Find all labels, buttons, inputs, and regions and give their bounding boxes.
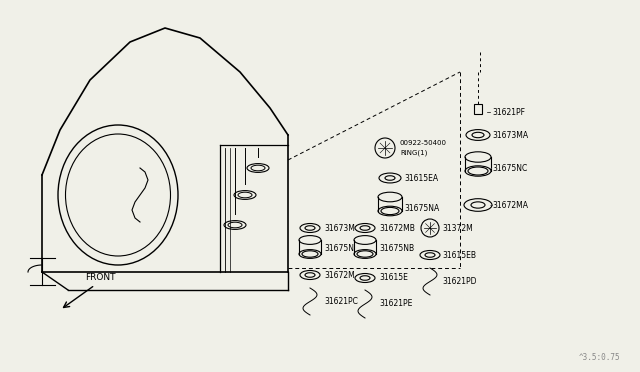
Text: 31673M: 31673M bbox=[324, 224, 355, 232]
Text: 31675NA: 31675NA bbox=[404, 203, 439, 212]
Bar bbox=[474, 104, 482, 114]
Text: 31621PD: 31621PD bbox=[442, 278, 477, 286]
Text: 31673MA: 31673MA bbox=[492, 131, 528, 140]
Text: 31372M: 31372M bbox=[442, 224, 473, 232]
Text: 31675N: 31675N bbox=[324, 244, 354, 253]
Text: 31672MA: 31672MA bbox=[492, 201, 528, 209]
Text: ^3.5:0.75: ^3.5:0.75 bbox=[579, 353, 620, 362]
Text: 31672MB: 31672MB bbox=[379, 224, 415, 232]
Text: 31615EA: 31615EA bbox=[404, 173, 438, 183]
Text: 31621PE: 31621PE bbox=[379, 299, 412, 308]
Text: 31675NC: 31675NC bbox=[492, 164, 527, 173]
Text: 31672M: 31672M bbox=[324, 270, 355, 279]
Text: 00922-50400: 00922-50400 bbox=[400, 140, 447, 146]
Text: RING(1): RING(1) bbox=[400, 150, 428, 156]
Text: 31621PF: 31621PF bbox=[492, 108, 525, 116]
Text: 31615E: 31615E bbox=[379, 273, 408, 282]
Text: 31675NB: 31675NB bbox=[379, 244, 414, 253]
Text: FRONT: FRONT bbox=[85, 273, 115, 282]
Text: 31621PC: 31621PC bbox=[324, 298, 358, 307]
Text: 31615EB: 31615EB bbox=[442, 250, 476, 260]
